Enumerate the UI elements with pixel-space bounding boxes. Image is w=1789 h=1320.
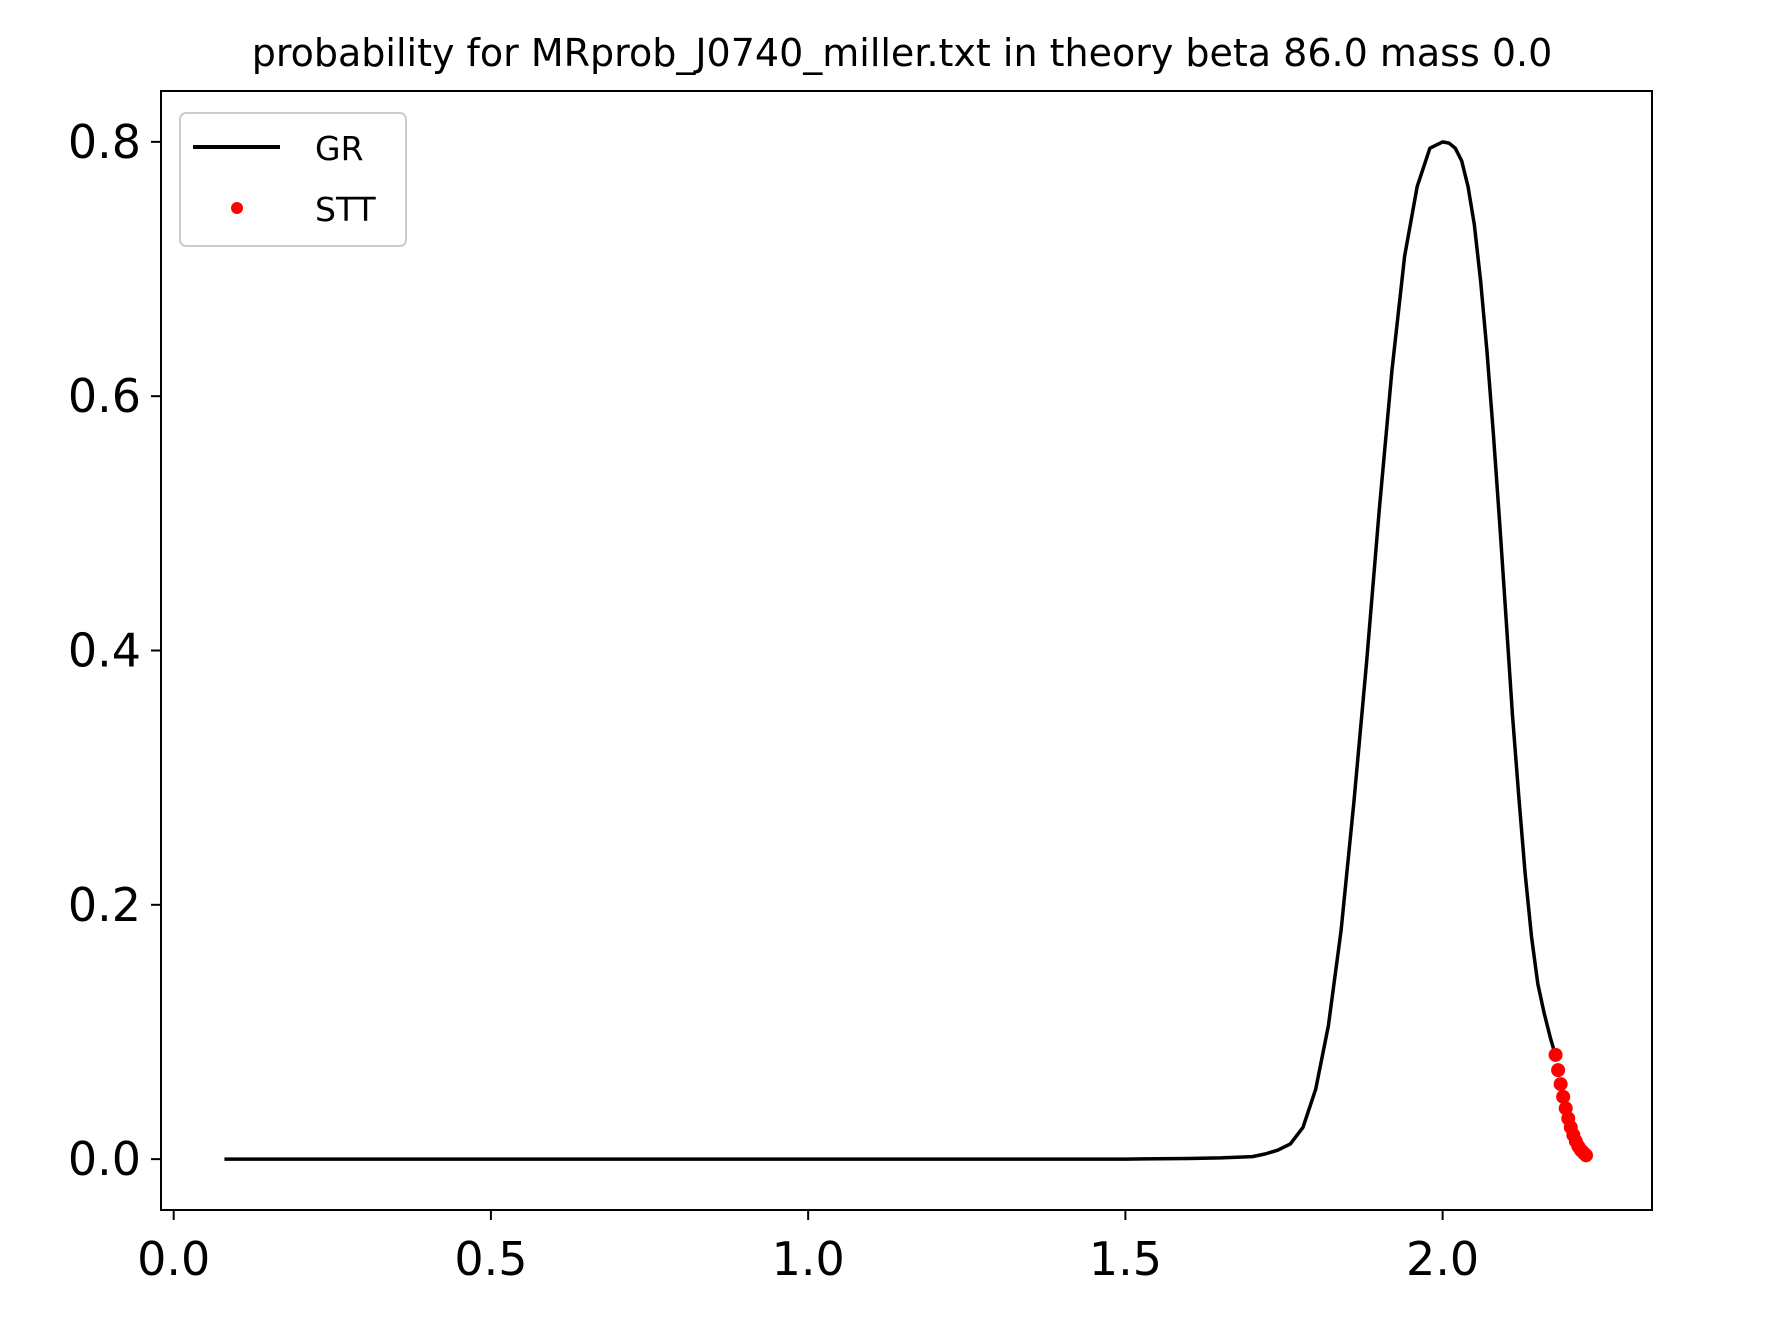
x-tick-label: 0.5 — [454, 1232, 527, 1286]
series-stt-point — [1556, 1089, 1571, 1104]
series-stt-point — [1553, 1077, 1568, 1092]
plot-frame — [160, 90, 1653, 1211]
y-tick-label: 0.0 — [68, 1132, 141, 1186]
chart-title: probability for MRprob_J0740_miller.txt … — [252, 31, 1553, 75]
y-tick-label: 0.6 — [68, 369, 141, 423]
series-gr-line — [224, 140, 1559, 1161]
legend-stt-label: STT — [315, 190, 377, 229]
series-layer — [224, 140, 1594, 1163]
x-tick-label: 1.5 — [1089, 1232, 1162, 1286]
series-stt-point — [1579, 1148, 1594, 1163]
x-tick-label: 1.0 — [772, 1232, 845, 1286]
y-axis: 0.0 0.2 0.4 0.6 0.8 — [68, 115, 161, 1186]
y-tick-label: 0.4 — [68, 624, 141, 678]
y-tick-label: 0.8 — [68, 115, 141, 169]
x-tick-label: 0.0 — [137, 1232, 210, 1286]
legend: GR STT — [179, 112, 407, 247]
y-tick-label: 0.2 — [68, 878, 141, 932]
legend-gr-label: GR — [315, 129, 364, 168]
x-tick-label: 2.0 — [1406, 1232, 1479, 1286]
x-axis: 0.0 0.5 1.0 1.5 2.0 — [137, 1210, 1479, 1286]
legend-stt-swatch — [231, 202, 243, 214]
series-stt-point — [1551, 1063, 1566, 1078]
series-stt-point — [1548, 1047, 1563, 1062]
